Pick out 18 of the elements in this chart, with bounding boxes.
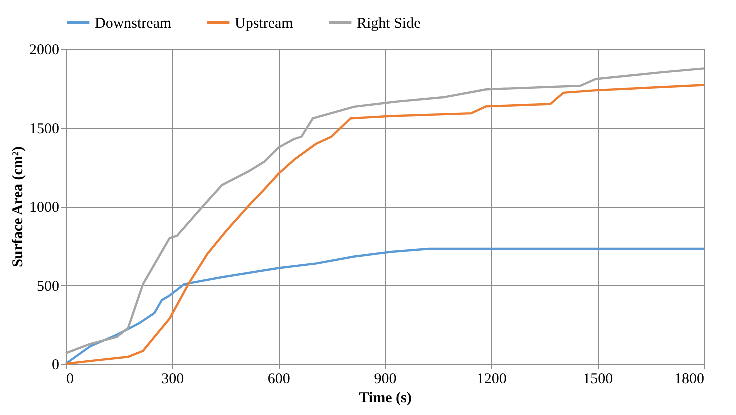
y-tick-label: 1500 — [30, 121, 60, 138]
x-tick-label: 1500 — [583, 372, 614, 388]
x-tick-label: 1200 — [476, 372, 507, 388]
line-series — [64, 248, 706, 366]
y-tick-label: 2000 — [30, 42, 60, 58]
y-tick-label: 1000 — [30, 200, 60, 216]
y-tick-label: 500 — [37, 278, 60, 295]
x-tick-label: 900 — [374, 372, 397, 388]
y-axis-title: Surface Area (cm²) — [10, 146, 26, 268]
x-tick-label: 1800 — [674, 372, 704, 388]
x-tick-label: 600 — [268, 372, 290, 388]
x-axis-title: Time (s) — [359, 390, 412, 406]
legend-label: Right Side — [357, 16, 422, 32]
y-tick-label: 0 — [52, 358, 60, 374]
legend-label: Upstream — [235, 16, 294, 32]
x-tick-label: 0 — [66, 372, 74, 388]
legend-label: Downstream — [95, 16, 172, 32]
x-tick-label: 300 — [162, 372, 184, 388]
